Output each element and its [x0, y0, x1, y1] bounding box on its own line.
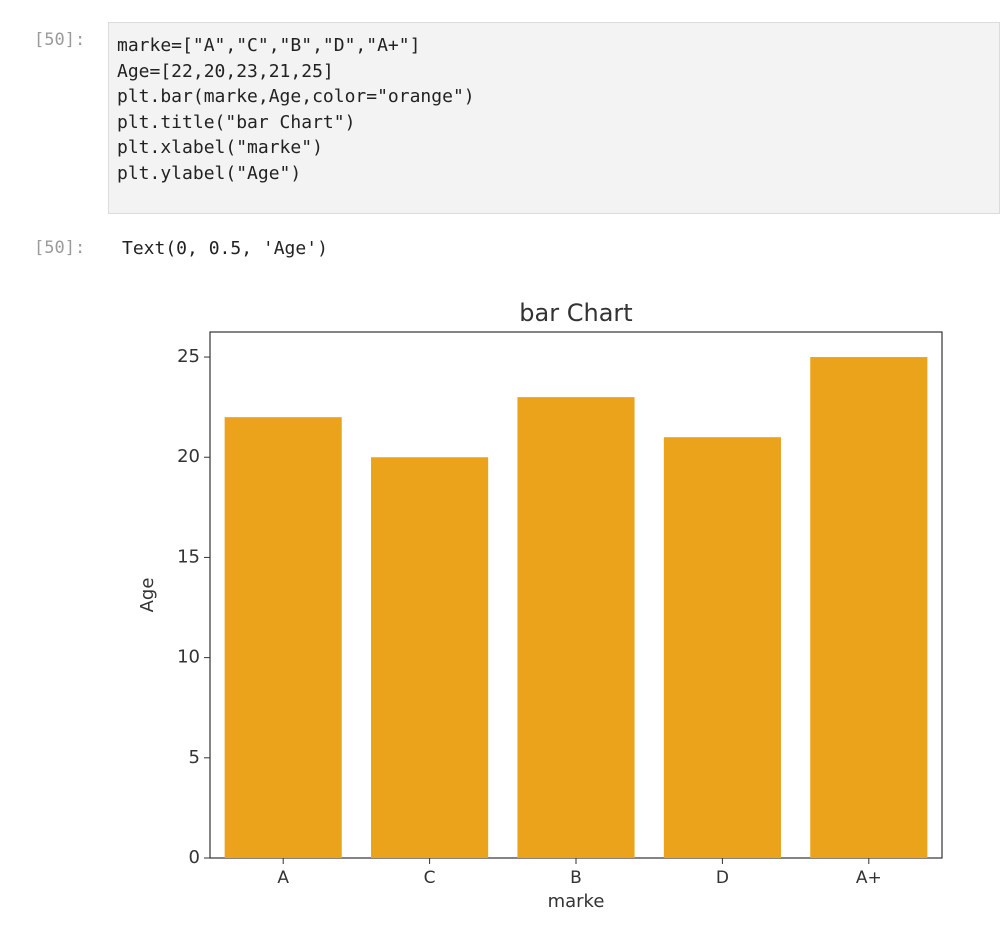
code-line: marke=["A","C","B","D","A+"]: [117, 35, 421, 56]
bar: [517, 397, 635, 858]
code-line: plt.title("bar Chart"): [117, 111, 356, 133]
output-prompt: [50]:: [34, 238, 86, 258]
x-tick-label: B: [570, 868, 582, 888]
y-tick-label: 0: [189, 847, 200, 868]
y-tick-label: 20: [177, 446, 200, 467]
chart-title: bar Chart: [519, 299, 632, 327]
code-line: plt.bar(marke,Age,color="orange"): [117, 86, 475, 107]
y-axis-label: Age: [137, 578, 158, 613]
y-tick-label: 10: [177, 647, 200, 668]
x-tick-label: C: [424, 868, 436, 888]
bar: [810, 357, 928, 858]
y-tick-label: 15: [177, 546, 200, 567]
bar: [224, 417, 342, 858]
code-cell[interactable]: marke=["A","C","B","D","A+"] Age=[22,20,2…: [108, 22, 1000, 214]
y-tick-label: 5: [189, 747, 200, 768]
code-line: plt.ylabel("Age"): [117, 162, 302, 184]
x-tick-label: A: [277, 868, 289, 888]
code-line: plt.xlabel("marke"): [117, 137, 323, 158]
input-prompt: [50]:: [34, 30, 86, 50]
bar: [371, 457, 489, 858]
output-text: Text(0, 0.5, 'Age'): [122, 238, 328, 259]
code-line: Age=[22,20,23,21,25]: [117, 60, 334, 82]
y-tick-label: 25: [177, 346, 200, 367]
bar: [663, 437, 781, 858]
x-tick-label: A+: [856, 868, 882, 888]
x-tick-label: D: [716, 868, 729, 888]
x-axis-label: marke: [548, 891, 605, 912]
